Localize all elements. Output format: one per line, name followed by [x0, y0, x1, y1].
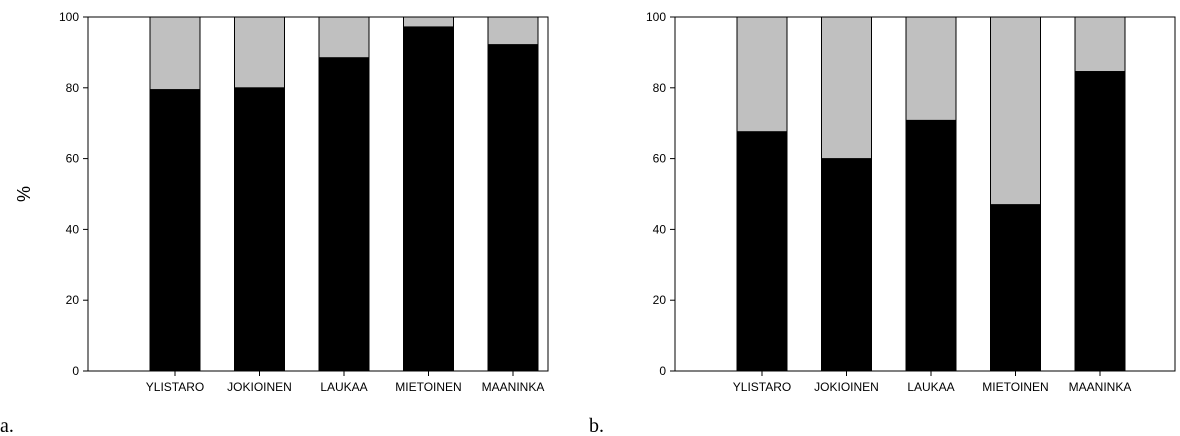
- y-tick-label: 20: [653, 293, 667, 307]
- x-tick-label: YLISTARO: [146, 380, 204, 394]
- y-tick-label: 40: [66, 222, 80, 236]
- bar-segment-lower: [234, 87, 285, 372]
- y-tick-label: 0: [659, 364, 666, 378]
- panel-a: % 0 20 40 60 80 100 YLISTARO JOKIOINEN LAUKAA MI…: [0, 10, 549, 436]
- panel-label: a.: [0, 415, 14, 436]
- bar-segment-upper: [149, 16, 201, 91]
- bar-segment-upper: [1074, 16, 1126, 73]
- plot-area-frame: [87, 16, 549, 372]
- panel-b: 0 20 40 60 80 100 YLISTARO JOKIOINEN LAUKAA MIET…: [589, 10, 1176, 436]
- bar-segment-upper: [990, 16, 1041, 206]
- bars: [736, 16, 1126, 372]
- x-axis: YLISTARO JOKIOINEN LAUKAA MIETOINEN MAANINKA: [733, 371, 1132, 394]
- y-tick-label: 60: [653, 152, 667, 166]
- y-tick-label: 20: [66, 293, 80, 307]
- y-tick-label: 40: [653, 222, 667, 236]
- x-tick-label: MAANINKA: [1069, 380, 1132, 394]
- x-axis: YLISTARO JOKIOINEN LAUKAA MIETOINEN MAANINKA: [146, 371, 545, 394]
- x-tick-label: JOKIOINEN: [814, 380, 879, 394]
- bar-segment-upper: [905, 16, 957, 121]
- bar-segment-lower: [990, 204, 1041, 372]
- bar-segment-upper: [318, 16, 370, 59]
- y-axis-label: %: [14, 186, 34, 202]
- bar-segment-upper: [234, 16, 285, 89]
- bar-segment-lower: [905, 119, 957, 372]
- y-tick-label: 80: [653, 81, 667, 95]
- bar-segment-lower: [403, 26, 454, 372]
- bar-segment-lower: [821, 158, 872, 372]
- x-tick-label: LAUKAA: [320, 380, 367, 394]
- bar-segment-lower: [1074, 71, 1126, 372]
- bars: [149, 16, 539, 372]
- bar-segment-lower: [487, 44, 539, 372]
- x-tick-label: JOKIOINEN: [227, 380, 292, 394]
- bar-segment-upper: [821, 16, 872, 160]
- bar-segment-lower: [318, 57, 370, 372]
- x-tick-label: MIETOINEN: [982, 380, 1048, 394]
- y-tick-label: 0: [72, 364, 79, 378]
- y-axis: 0 20 40 60 80 100: [646, 10, 675, 378]
- bar-segment-upper: [403, 16, 454, 28]
- bar-segment-upper: [736, 16, 788, 133]
- y-tick-label: 80: [66, 81, 80, 95]
- y-axis: 0 20 40 60 80 100: [59, 10, 88, 378]
- x-tick-label: YLISTARO: [733, 380, 791, 394]
- bar-segment-lower: [736, 131, 788, 372]
- panel-label: b.: [589, 415, 604, 436]
- bar-segment-upper: [487, 16, 539, 46]
- y-tick-label: 100: [59, 10, 79, 24]
- x-tick-label: MAANINKA: [482, 380, 545, 394]
- y-tick-label: 60: [66, 152, 80, 166]
- y-tick-label: 100: [646, 10, 666, 24]
- x-tick-label: LAUKAA: [907, 380, 954, 394]
- x-tick-label: MIETOINEN: [395, 380, 461, 394]
- bar-segment-lower: [149, 89, 201, 372]
